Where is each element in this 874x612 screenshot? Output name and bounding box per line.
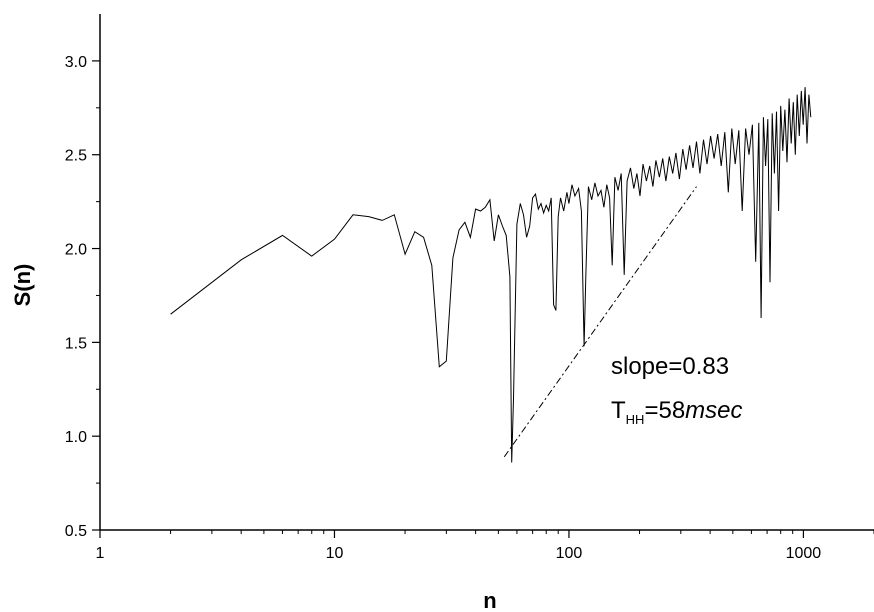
y-tick-label: 0.5 bbox=[65, 523, 87, 540]
thh-unit: msec bbox=[685, 397, 742, 424]
ticks: 1 10 100 1000 0.5 1.0 1.5 2.0 2.5 3.0 bbox=[65, 54, 874, 562]
thh-annotation: THH=58msec bbox=[611, 397, 743, 427]
axes bbox=[99, 14, 874, 531]
x-tick-label: 1000 bbox=[786, 545, 822, 562]
y-tick-label: 2.5 bbox=[65, 148, 87, 165]
thh-subscript: HH bbox=[626, 412, 645, 427]
series-line bbox=[170, 87, 812, 463]
x-axis-title: n bbox=[483, 588, 496, 612]
y-tick-label: 1.0 bbox=[65, 429, 87, 446]
thh-main: T bbox=[611, 397, 626, 424]
x-tick-label: 10 bbox=[326, 545, 344, 562]
y-tick-label: 1.5 bbox=[65, 335, 87, 352]
slope-annotation: slope=0.83 bbox=[611, 353, 729, 380]
y-axis-title: S(n) bbox=[10, 264, 35, 307]
x-tick-label: 1 bbox=[96, 545, 105, 562]
thh-value: =58 bbox=[644, 397, 685, 424]
x-tick-label: 100 bbox=[556, 545, 583, 562]
fit-line bbox=[503, 186, 697, 458]
y-tick-label: 2.0 bbox=[65, 242, 87, 259]
y-tick-label: 3.0 bbox=[65, 54, 87, 71]
